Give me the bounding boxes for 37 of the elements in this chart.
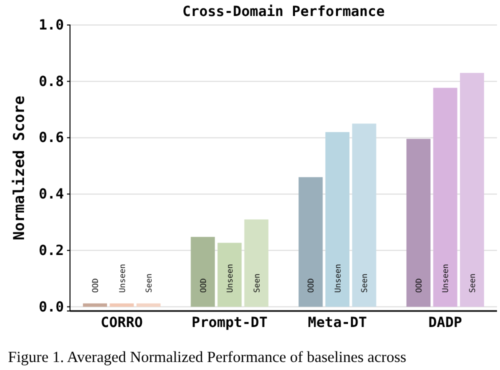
y-tick-label: 0.0 <box>38 299 64 316</box>
y-tick-label: 0.6 <box>38 130 64 146</box>
bar <box>406 138 431 307</box>
y-tick-label: 0.8 <box>38 74 64 90</box>
series-label: OOD <box>198 278 208 293</box>
bar <box>110 303 134 307</box>
text: Seen <box>468 274 478 293</box>
y-tick-label: 1.0 <box>38 17 64 34</box>
series-label: Seen <box>360 273 370 293</box>
x-tick-label: Prompt-DT <box>192 314 268 331</box>
bar <box>298 177 323 307</box>
text: OOD <box>90 278 100 293</box>
text: Unseen <box>118 264 127 293</box>
y-tick-label: 0.4 <box>38 186 64 203</box>
text: OOD <box>414 278 424 293</box>
chart-title: Cross-Domain Performance <box>182 4 385 20</box>
bar <box>244 219 268 307</box>
bar <box>136 303 161 307</box>
x-tick-label: DADP <box>428 314 462 331</box>
text: Unseen <box>441 264 450 293</box>
bar <box>460 72 484 307</box>
bar <box>218 242 242 307</box>
caption: Figure 1. Averaged Normalized Performance of baselines across <box>8 349 406 366</box>
bar <box>325 132 350 307</box>
text: Seen <box>252 274 262 293</box>
x-tick-label: Meta-DT <box>308 314 367 331</box>
text: OOD <box>306 278 316 293</box>
y-axis-title: Normalized Score <box>10 96 28 240</box>
bar <box>352 124 376 307</box>
bar <box>190 236 215 307</box>
text: Seen <box>144 274 154 293</box>
text: Unseen <box>226 264 235 293</box>
x-tick-label: CORRO <box>100 314 143 331</box>
y-tick-label: 0.2 <box>38 242 64 259</box>
bar <box>433 88 458 307</box>
bar <box>82 303 108 307</box>
series-label: Unseen <box>333 264 342 293</box>
